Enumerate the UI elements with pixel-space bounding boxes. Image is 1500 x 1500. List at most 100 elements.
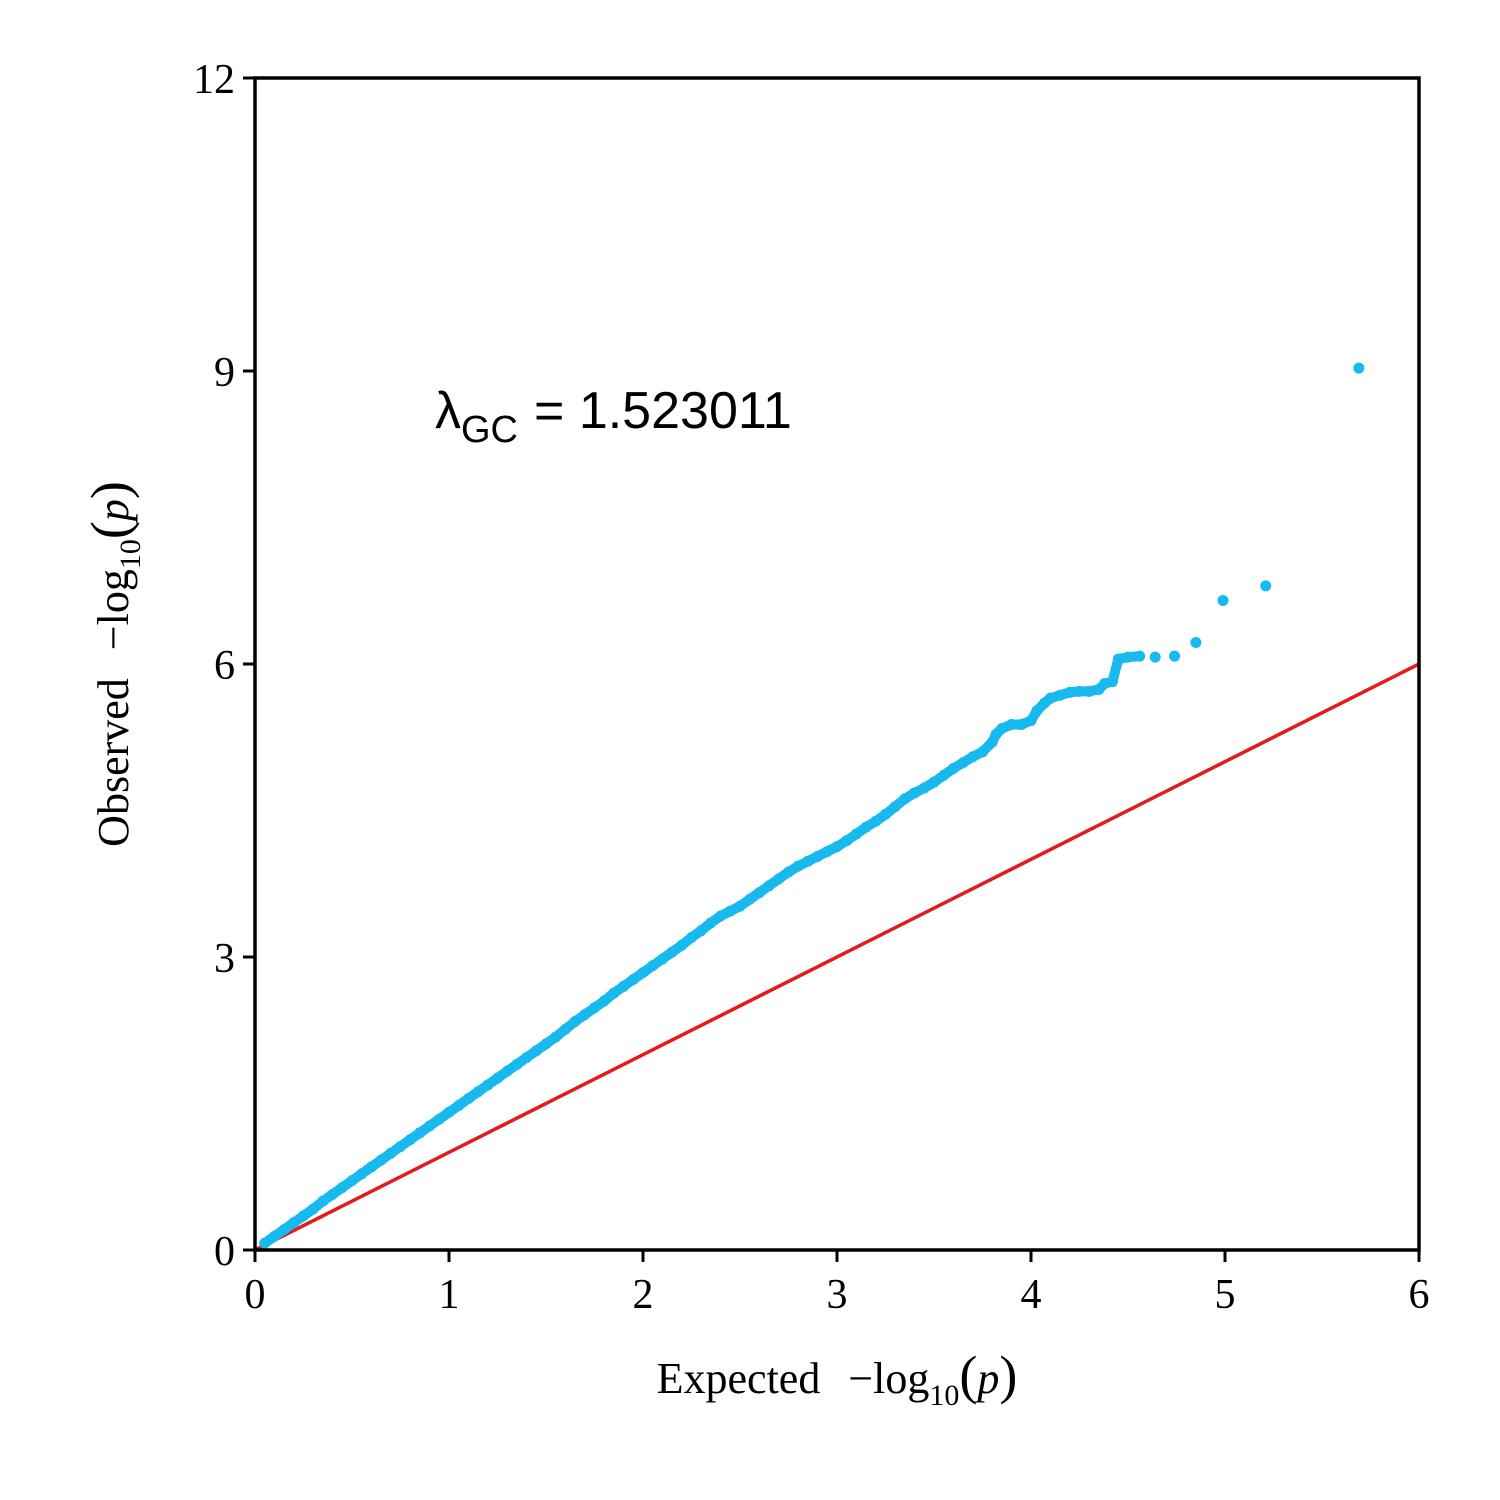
data-point: [802, 855, 814, 867]
data-point: [569, 1015, 581, 1027]
data-point: [385, 1147, 397, 1159]
data-point: [1190, 637, 1202, 649]
data-point: [744, 893, 756, 905]
data-point: [850, 828, 862, 840]
data-point: [821, 846, 833, 858]
data-point: [530, 1045, 542, 1057]
x-axis-title-main: Expected: [657, 1354, 821, 1403]
data-point: [608, 987, 620, 999]
data-point: [686, 931, 697, 943]
y-tick-label: 3: [214, 936, 235, 982]
data-point: [1044, 692, 1056, 704]
data-point: [1025, 715, 1037, 727]
expected-reference-line: [254, 662, 1420, 1252]
x-tick-label: 2: [633, 1272, 654, 1318]
plot-frame: [253, 76, 1421, 1252]
y-axis-title-sub: 10: [114, 539, 147, 569]
data-point: [346, 1175, 358, 1187]
data-point: [666, 946, 678, 958]
data-point: [550, 1031, 562, 1043]
data-point: [1149, 651, 1161, 663]
data-point: [967, 751, 979, 763]
x-axis-title-arg: p: [974, 1354, 999, 1403]
y-tick-label: 9: [214, 350, 235, 396]
x-tick-label: 1: [439, 1272, 460, 1318]
data-point: [1064, 686, 1076, 698]
svg-text:Expected−log10(p): Expected −log10(p): [657, 1345, 1018, 1412]
data-point: [443, 1106, 455, 1118]
data-point: [1015, 719, 1027, 731]
data-point: [977, 746, 988, 758]
data-point: [1031, 705, 1043, 717]
data-point: [259, 1237, 271, 1249]
data-point: [996, 722, 1008, 734]
data-point: [278, 1223, 290, 1235]
data-point: [909, 787, 921, 799]
data-point: [268, 1230, 280, 1242]
x-tick-label: 0: [245, 1272, 266, 1318]
data-point: [676, 939, 688, 951]
data-point: [453, 1099, 465, 1111]
x-tick-label: 6: [1409, 1272, 1430, 1318]
data-point: [1074, 685, 1085, 697]
data-point: [1260, 580, 1272, 592]
data-point: [938, 769, 950, 781]
data-point: [618, 980, 630, 992]
data-point: [521, 1052, 533, 1064]
data-point: [627, 973, 639, 985]
data-point: [763, 880, 775, 892]
data-point: [724, 905, 736, 917]
annotation-subscript: GC: [461, 409, 518, 451]
data-point: [395, 1140, 406, 1152]
data-point: [540, 1038, 552, 1050]
x-tick-label: 4: [1021, 1272, 1042, 1318]
data-point: [336, 1181, 348, 1193]
data-point: [298, 1210, 309, 1222]
svg-text:Observed−log10(p): Observed−log10(p): [80, 481, 147, 847]
data-point: [705, 917, 717, 929]
data-point: [695, 925, 707, 937]
data-point: [1122, 651, 1134, 663]
data-point: [656, 953, 668, 965]
data-point: [957, 757, 969, 769]
annotation-symbol: λ: [435, 382, 461, 440]
data-point: [482, 1079, 494, 1091]
data-point: [1169, 650, 1181, 662]
y-axis-title-func: −log: [89, 569, 138, 650]
data-point: [317, 1195, 329, 1207]
data-point: [598, 995, 610, 1007]
data-point: [433, 1113, 445, 1125]
data-point: [1217, 595, 1229, 607]
y-axis-title-main: Observed: [89, 678, 138, 847]
data-point: [918, 782, 930, 794]
data-point: [559, 1023, 571, 1035]
data-point: [647, 960, 659, 972]
y-tick-label: 6: [214, 643, 235, 689]
data-point: [812, 850, 824, 862]
data-point: [947, 763, 959, 775]
annotation-lambda: λGC = 1.523011: [435, 382, 792, 451]
data-point: [365, 1161, 377, 1173]
y-tick-label: 0: [214, 1229, 235, 1275]
data-point: [472, 1086, 484, 1098]
data-point: [511, 1058, 523, 1070]
data-point: [792, 860, 804, 872]
data-point: [870, 815, 882, 827]
data-point: [424, 1120, 436, 1132]
data-point: [831, 841, 843, 853]
data-point: [307, 1203, 319, 1215]
data-point: [462, 1093, 474, 1105]
data-point: [1353, 362, 1365, 374]
data-point: [501, 1065, 513, 1077]
x-axis-title-func: −log: [848, 1354, 929, 1403]
data-point: [404, 1134, 416, 1146]
data-point: [589, 1002, 600, 1014]
y-tick-label: 12: [193, 57, 235, 103]
data-point: [715, 910, 727, 922]
data-point: [637, 967, 649, 979]
x-tick-label: 3: [827, 1272, 848, 1318]
y-axis-title-arg: p: [89, 499, 138, 524]
data-point: [288, 1217, 300, 1229]
data-point: [753, 887, 765, 899]
